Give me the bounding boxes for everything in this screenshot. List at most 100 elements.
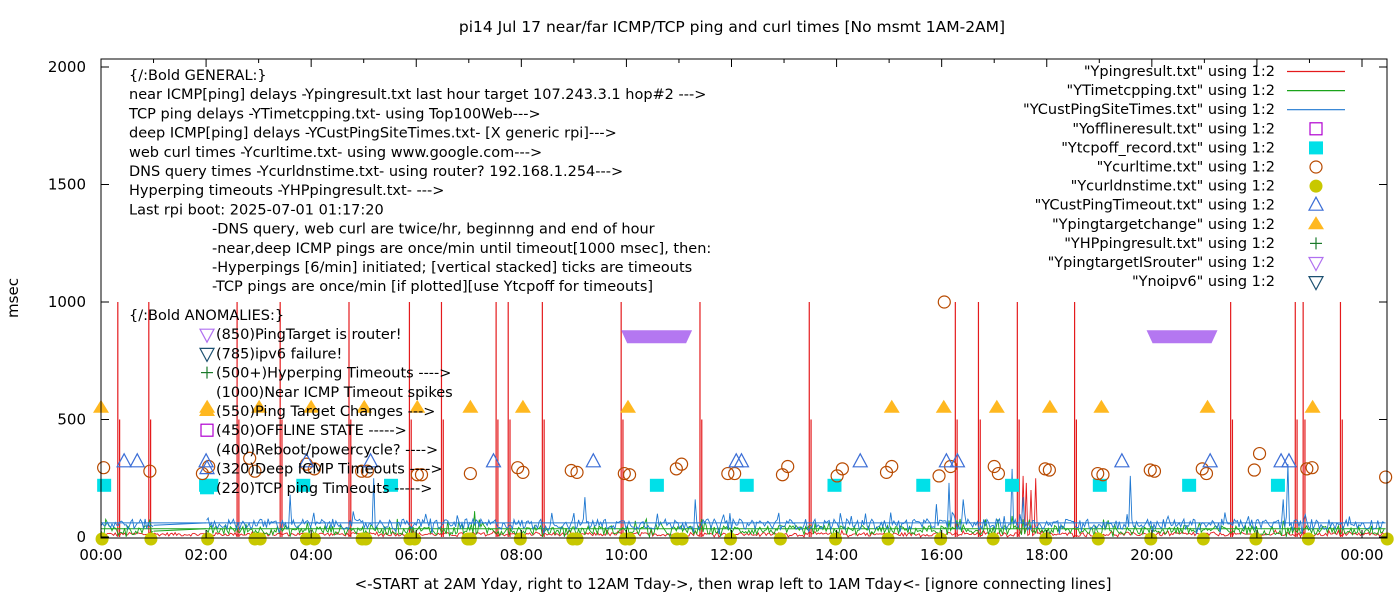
annotation-anomaly-line: (220)TCP ping Timeouts ----->: [216, 481, 432, 497]
data-point: [129, 452, 146, 468]
series-ycustpingsitetimes-txt: [100, 464, 1386, 535]
data-point: [243, 451, 257, 465]
legend-label: "YCustPingSiteTimes.txt" using 1:2: [1023, 102, 1275, 118]
data-point: [296, 478, 311, 492]
ping-target-router-band: [621, 330, 693, 344]
data-point: [1270, 478, 1285, 492]
data-point: [116, 452, 133, 468]
data-point: [462, 399, 479, 413]
data-point: [355, 464, 369, 478]
y-tick-label: 1500: [48, 176, 86, 194]
data-point: [949, 452, 966, 468]
annotation-general-line: Last rpi boot: 2025-07-01 01:17:20: [129, 202, 384, 218]
data-point: [1301, 532, 1315, 546]
x-tick-label: 04:00: [290, 546, 333, 564]
data-point: [408, 532, 422, 546]
data-point: [97, 461, 111, 475]
data-point: [1091, 466, 1105, 481]
data-point: [617, 466, 631, 481]
axes: 0 500 1000 1500 2000 00:00 02:00 04:00 06:00 08:0…: [48, 58, 1387, 564]
data-point: [916, 478, 931, 492]
data-point: [773, 532, 787, 546]
data-point: [829, 532, 843, 546]
data-point: [516, 465, 530, 479]
legend-marker-swatch: [1307, 276, 1325, 291]
data-point: [1379, 470, 1393, 484]
data-point: [251, 399, 268, 413]
x-tick-label: 22:00: [1235, 546, 1278, 564]
data-point: [835, 462, 849, 476]
data-point: [1247, 463, 1261, 477]
data-point: [991, 466, 1006, 481]
legend-marker-swatch: [1309, 160, 1323, 174]
x-tick-label: 20:00: [1130, 546, 1173, 564]
data-point: [1182, 478, 1197, 492]
x-tick-label: 12:00: [710, 546, 753, 564]
data-point: [1038, 462, 1052, 476]
data-point: [1092, 478, 1107, 492]
data-point: [775, 468, 790, 482]
data-point: [987, 459, 1001, 474]
anomaly-symbol-icon: [198, 459, 216, 475]
annotation-note-line: -near,deep ICMP pings are once/min until…: [212, 241, 711, 257]
annotation-general-header: {/:Bold GENERAL:}: [129, 68, 267, 84]
data-point: [1380, 532, 1394, 546]
anomaly-symbol-icon: [200, 481, 214, 495]
anomaly-symbol-icon: [200, 423, 214, 437]
data-point: [674, 457, 689, 471]
anomaly-symbol-icon: [198, 328, 216, 344]
legend-label: "Ynoipv6" using 1:2: [1132, 274, 1275, 290]
y-tick-label: 1000: [48, 293, 86, 311]
data-point: [1144, 532, 1158, 546]
data-point: [675, 532, 689, 546]
x-tick-label: 00:00: [1340, 546, 1383, 564]
series-ycurltime-txt: [97, 295, 1393, 484]
data-point: [359, 532, 373, 546]
data-point: [1147, 464, 1162, 478]
x-tick-label: 08:00: [500, 546, 543, 564]
data-point: [1195, 462, 1209, 476]
series-ypingresult-txt: [101, 302, 1385, 539]
data-point: [485, 452, 502, 468]
data-point: [463, 532, 477, 546]
legend-label: "YpingtargetISrouter" using 1:2: [1048, 255, 1275, 271]
x-tick-label: 10:00: [605, 546, 648, 564]
data-point: [253, 532, 267, 546]
legend-marker-swatch: [1307, 195, 1325, 211]
data-point: [570, 532, 584, 546]
data-point: [362, 452, 379, 468]
legend-marker-swatch: [1310, 237, 1322, 250]
legend-label: "YCustPingTimeout.txt" using 1:2: [1035, 198, 1275, 214]
data-point: [360, 464, 374, 478]
data-point: [513, 532, 527, 546]
legend-label: "YTimetcpping.txt" using 1:2: [1067, 83, 1275, 99]
x-tick-label: 06:00: [395, 546, 438, 564]
data-point: [198, 452, 215, 468]
data-point: [986, 532, 1000, 546]
annotation-anomaly-line: (320)Deep ICMP Timeouts ---->: [216, 462, 443, 478]
data-point: [723, 532, 737, 546]
data-point: [623, 532, 637, 546]
x-tick-label: 14:00: [815, 546, 858, 564]
data-point: [463, 466, 477, 481]
data-point: [830, 469, 844, 483]
annotation-note-line: -TCP pings are once/min [if plotted][use…: [212, 279, 653, 295]
data-point: [143, 464, 157, 478]
annotation-anomaly-line: (550)Ping Target Changes --->: [216, 404, 435, 420]
annotation-general-line: DNS query times -Ycurldnstime.txt- using…: [129, 164, 623, 180]
legend-marker-swatch: [1309, 122, 1323, 136]
series-ycurldnstime-txt: [95, 532, 1394, 546]
data-point: [384, 478, 399, 492]
data-point: [1093, 399, 1110, 413]
annotation-anomaly-line: (500+)Hyperping Timeouts ---->: [216, 366, 451, 382]
data-point: [303, 399, 320, 413]
data-point: [1199, 399, 1216, 413]
data-point: [570, 465, 584, 479]
annotation-note-line: -DNS query, web curl are twice/hr, begin…: [212, 222, 655, 238]
data-point: [307, 532, 321, 546]
data-point: [1300, 462, 1314, 476]
annotation-general-line: web curl times -Ycurltime.txt- using www…: [129, 145, 542, 161]
y-tick-label: 0: [76, 528, 86, 546]
data-point: [1280, 452, 1297, 468]
